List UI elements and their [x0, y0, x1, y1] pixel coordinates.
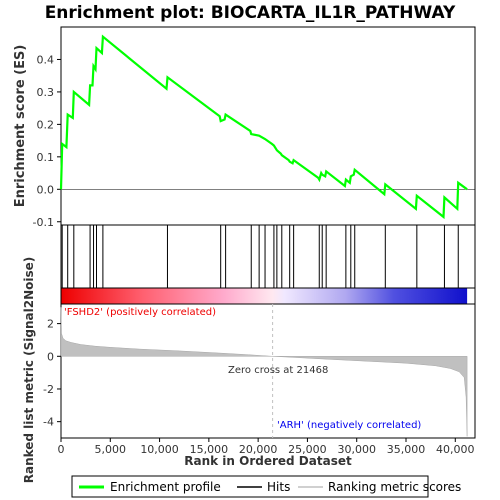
es-y-axis: -0.1 0.0 0.1 0.2 0.3 0.4 — [33, 53, 61, 229]
metric-y-axis: 2 0 -2 -4 — [43, 318, 61, 429]
es-y-tick-label: 0.3 — [37, 86, 55, 99]
legend-metric-label: Ranking metric scores — [328, 480, 461, 494]
colorbar-gradient — [61, 288, 468, 304]
es-y-tick-label: 0.4 — [37, 53, 55, 66]
enrichment-profile-line — [59, 34, 468, 220]
es-panel: -0.1 0.0 0.1 0.2 0.3 0.4 Enrichment score (ES… — [13, 26, 476, 229]
hits-panel-frame — [60, 224, 476, 289]
hits-panel — [60, 224, 476, 289]
x-tick-label: 20,000 — [239, 443, 278, 456]
x-tick-label: 5,000 — [95, 443, 127, 456]
legend-hits-label: Hits — [267, 480, 290, 494]
es-y-label: Enrichment score (ES) — [13, 45, 28, 208]
metric-y-tick-label: 2 — [47, 318, 54, 331]
x-axis-label: Rank in Ordered Dataset — [184, 454, 352, 468]
x-tick-label: 10,000 — [140, 443, 179, 456]
hit-markers — [61, 225, 459, 288]
es-panel-frame — [60, 26, 476, 226]
metric-y-label: Ranked list metric (Signal2Noise) — [22, 257, 36, 484]
x-tick-label: 15,000 — [190, 443, 229, 456]
metric-panel: 2 0 -2 -4 0 5,000 10,000 15,000 20,000 25,000 30,… — [22, 257, 476, 484]
es-y-tick-label: -0.1 — [33, 216, 54, 229]
metric-y-tick-label: 0 — [47, 350, 54, 363]
positive-correlation-label: 'FSHD2' (positively correlated) — [64, 307, 216, 318]
legend: Enrichment profile Hits Ranking metric s… — [71, 475, 461, 498]
x-tick-label: 35,000 — [387, 443, 426, 456]
metric-panel-frame — [60, 303, 476, 439]
chart-title: Enrichment plot: BIOCARTA_IL1R_PATHWAY — [45, 3, 456, 23]
negative-correlation-label: 'ARH' (negatively correlated) — [277, 420, 421, 431]
metric-y-tick-label: -2 — [43, 383, 54, 396]
rank-colorbar — [60, 287, 476, 305]
metric-x-axis: 0 5,000 10,000 15,000 20,000 25,000 30,000 35,0… — [58, 438, 475, 456]
ranking-metric-area — [60, 307, 468, 437]
es-y-tick-label: 0.1 — [37, 151, 55, 164]
legend-enrichment-label: Enrichment profile — [110, 480, 221, 494]
x-tick-label: 40,000 — [436, 443, 475, 456]
x-tick-label: 0 — [58, 443, 65, 456]
x-tick-label: 30,000 — [337, 443, 376, 456]
zero-cross-label: Zero cross at 21468 — [228, 365, 328, 376]
metric-y-tick-label: -4 — [43, 416, 54, 429]
es-y-tick-label: 0.2 — [37, 118, 55, 131]
es-y-tick-label: 0.0 — [37, 183, 55, 196]
x-tick-label: 25,000 — [288, 443, 327, 456]
